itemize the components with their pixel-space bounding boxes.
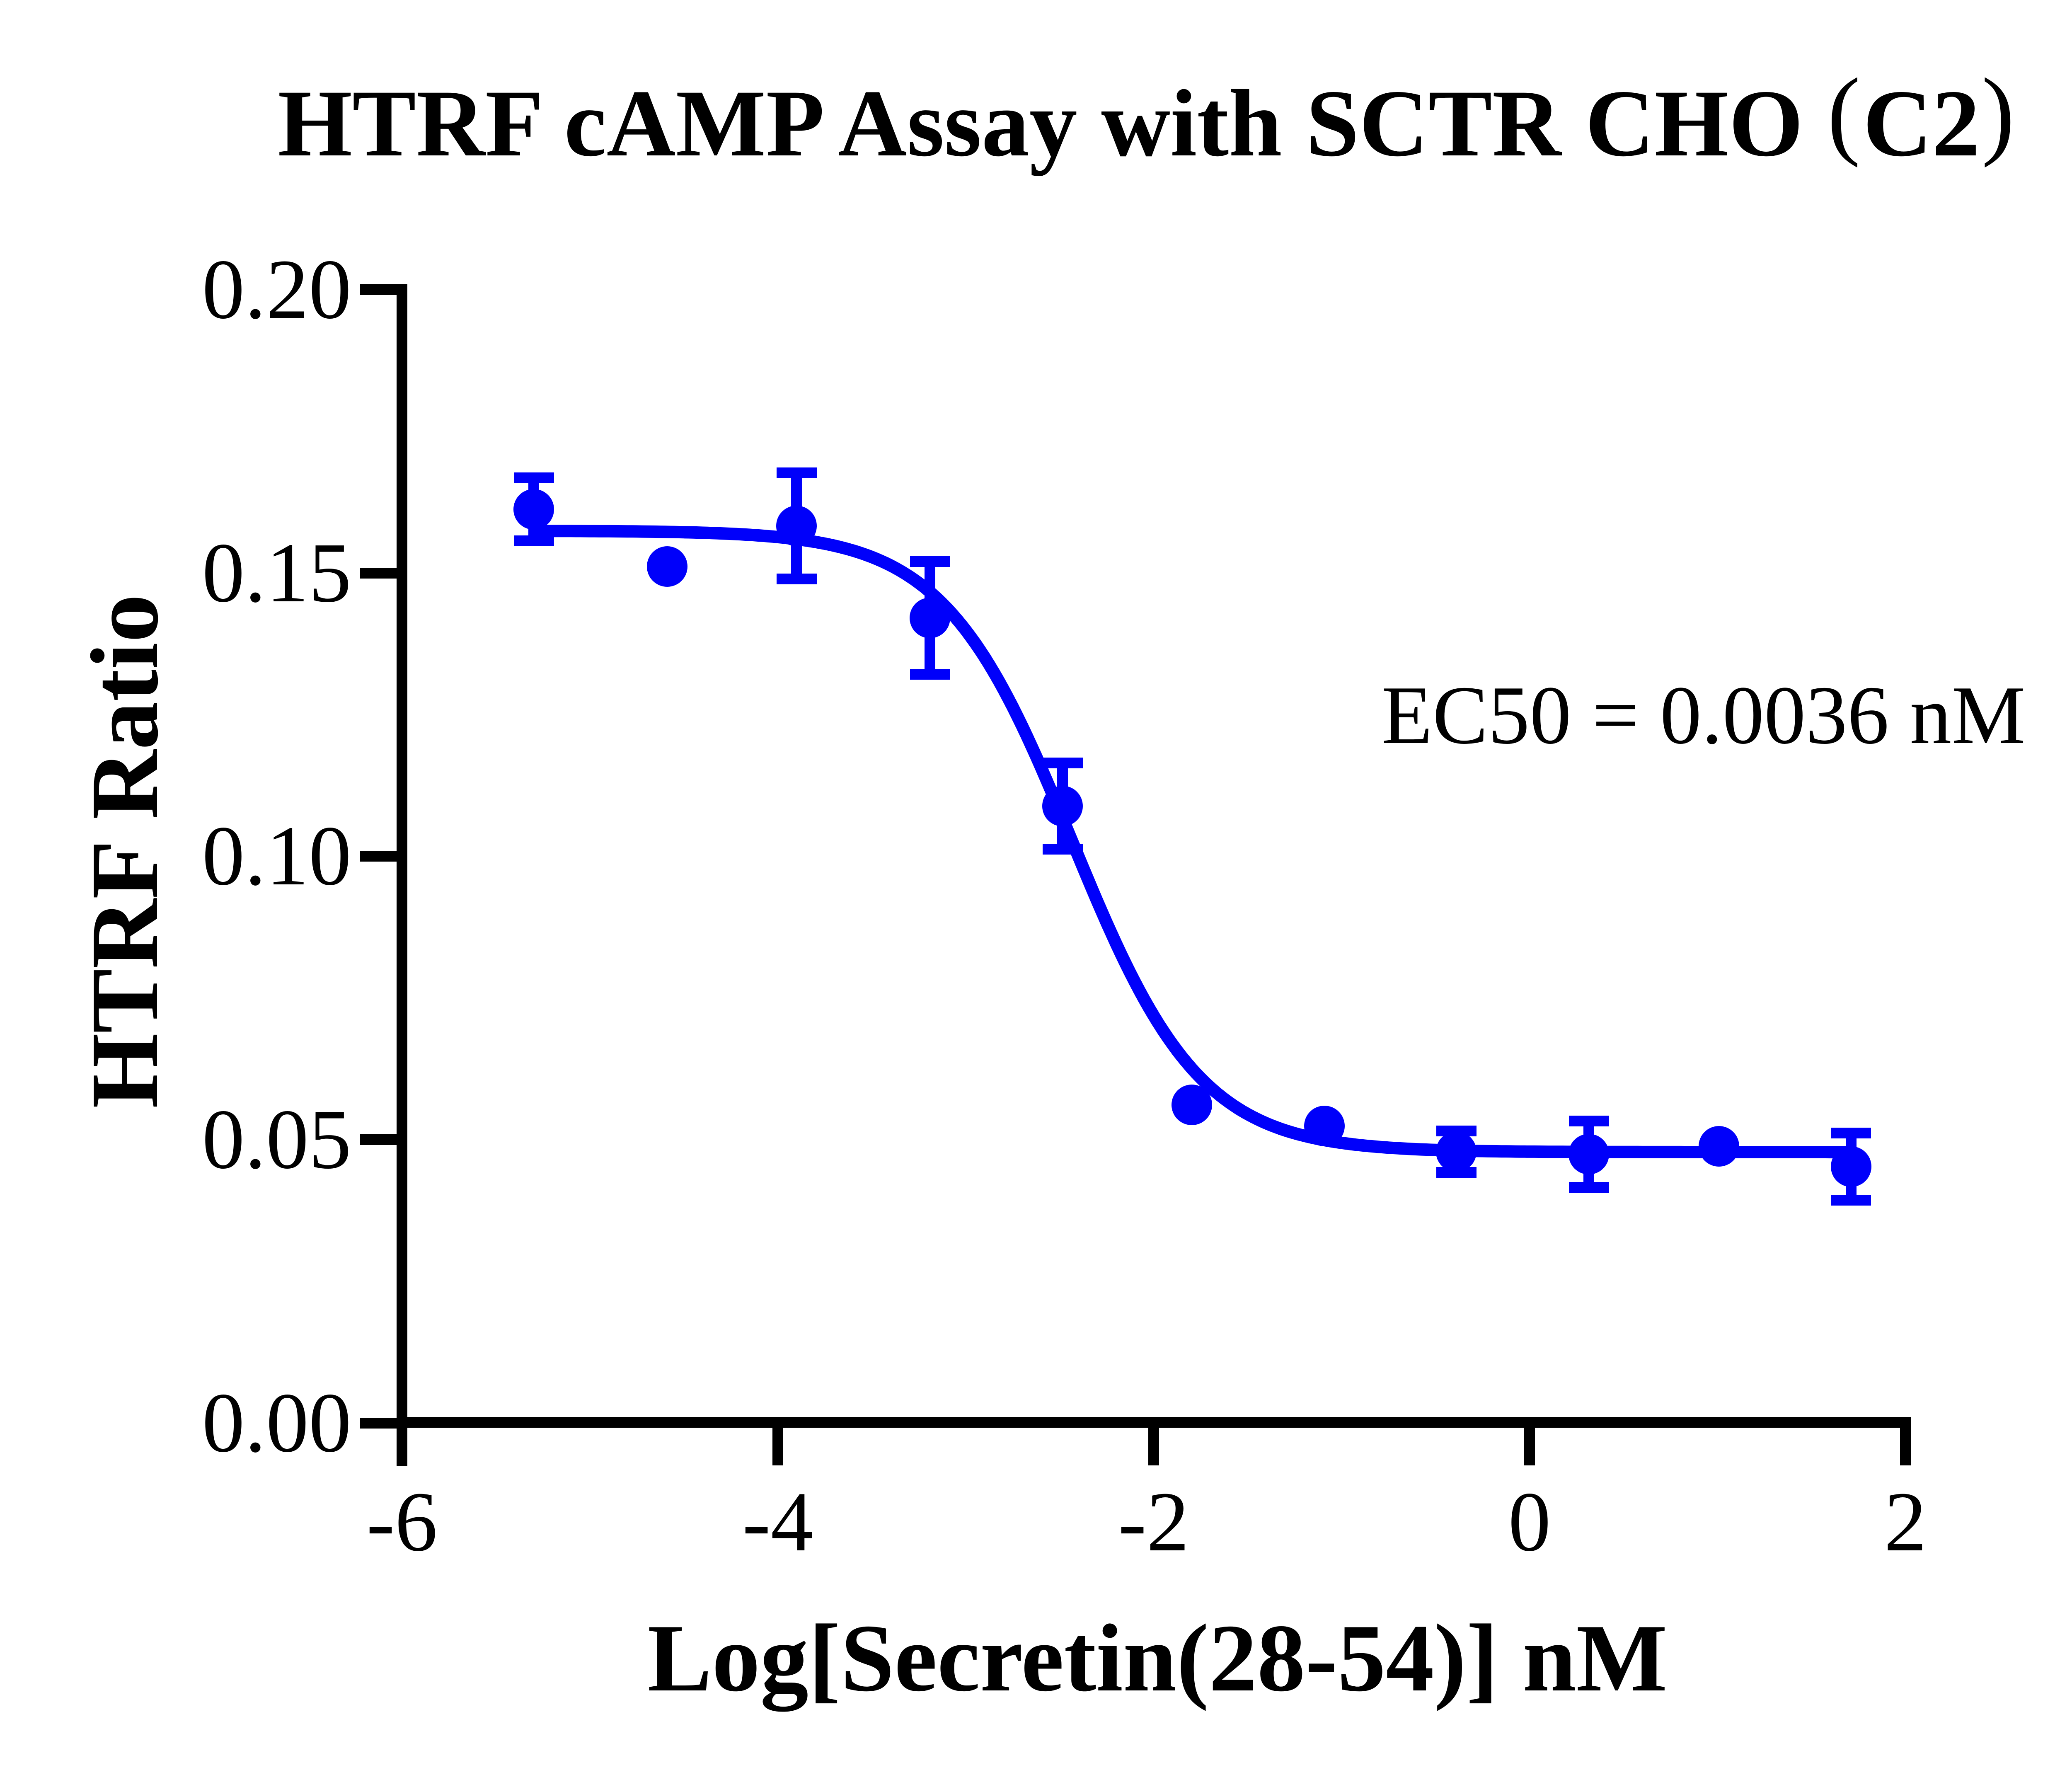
svg-text:HTRF Ratio: HTRF Ratio	[71, 594, 178, 1108]
svg-text:0.20: 0.20	[202, 242, 352, 337]
svg-text:-2: -2	[1118, 1474, 1189, 1569]
svg-text:EC50 = 0.0036 nM: EC50 = 0.0036 nM	[1382, 669, 2026, 761]
svg-text:0: 0	[1508, 1474, 1551, 1569]
svg-text:0.00: 0.00	[202, 1375, 352, 1470]
svg-text:-6: -6	[366, 1474, 438, 1569]
svg-text:0.05: 0.05	[202, 1092, 352, 1186]
svg-text:-4: -4	[742, 1474, 813, 1569]
svg-text:Log[Secretin(28-54)] nM: Log[Secretin(28-54)] nM	[647, 1605, 1667, 1712]
svg-text:HTRF cAMP Assay with SCTR CHO(: HTRF cAMP Assay with SCTR CHO (C2)	[278, 58, 2014, 176]
svg-text:0.10: 0.10	[202, 808, 352, 903]
svg-text:2: 2	[1884, 1474, 1927, 1569]
svg-text:0.15: 0.15	[202, 525, 352, 620]
